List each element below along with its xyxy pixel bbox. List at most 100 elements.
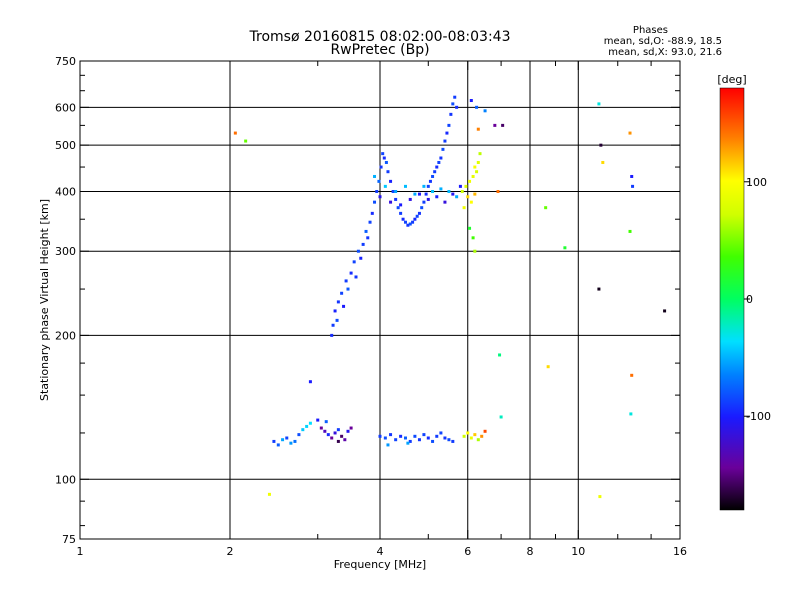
data-point xyxy=(483,429,487,433)
data-point xyxy=(308,421,312,425)
data-point xyxy=(346,429,350,433)
data-point xyxy=(349,271,353,275)
data-point xyxy=(437,160,441,164)
data-point xyxy=(544,206,548,210)
data-point xyxy=(233,131,237,135)
data-point xyxy=(394,438,398,442)
chart-title: Tromsø 20160815 08:02:00-08:03:43 xyxy=(249,29,511,45)
data-point xyxy=(333,309,337,313)
data-point xyxy=(663,309,667,313)
data-point xyxy=(475,170,479,174)
data-point xyxy=(435,195,439,199)
data-point xyxy=(403,220,407,224)
data-point xyxy=(373,200,377,204)
y-tick-label: 750 xyxy=(55,55,76,68)
data-point xyxy=(382,156,386,160)
data-point xyxy=(449,112,453,116)
data-point xyxy=(344,279,348,283)
x-tick-label: 2 xyxy=(227,545,234,558)
data-point xyxy=(411,220,415,224)
data-point xyxy=(381,152,385,156)
data-point xyxy=(417,211,421,215)
data-point xyxy=(401,217,405,221)
data-point xyxy=(408,222,412,226)
y-tick-label: 600 xyxy=(55,101,76,114)
data-point xyxy=(597,102,601,106)
data-point xyxy=(630,174,634,178)
data-point xyxy=(443,139,447,143)
data-point xyxy=(496,189,500,193)
data-point xyxy=(453,95,457,99)
data-point xyxy=(346,287,350,291)
data-point xyxy=(281,438,285,442)
data-point xyxy=(498,353,502,357)
colorbar xyxy=(719,87,745,511)
data-point xyxy=(422,200,426,204)
data-point xyxy=(483,109,487,113)
data-point xyxy=(389,433,393,437)
axis-ticks: 1 2 4 6 8 10 16 75 100 200 300 400 500 600 750 xyxy=(55,55,687,558)
data-point xyxy=(439,156,443,160)
x-tick-label: 16 xyxy=(673,545,687,558)
data-point xyxy=(330,436,334,440)
data-point xyxy=(415,214,419,218)
data-point xyxy=(473,192,477,196)
data-point xyxy=(473,249,477,253)
y-tick-label: 400 xyxy=(55,185,76,198)
data-point xyxy=(319,426,323,430)
data-point xyxy=(399,203,403,207)
data-point xyxy=(443,436,447,440)
data-point xyxy=(336,300,340,304)
data-point xyxy=(439,431,443,435)
data-point xyxy=(501,123,505,127)
data-point xyxy=(289,441,293,445)
colorbar-label: [deg] xyxy=(717,73,746,86)
data-point xyxy=(478,152,482,156)
x-tick-label: 8 xyxy=(527,545,534,558)
data-point xyxy=(335,318,339,322)
data-point xyxy=(366,236,370,240)
phases-mean-x: mean, sd,X: 93.0, 21.6 xyxy=(608,47,722,58)
colorbar-tick-label: -100 xyxy=(746,410,771,423)
data-point xyxy=(326,433,330,437)
data-point xyxy=(391,189,395,193)
data-point xyxy=(455,195,459,199)
data-point xyxy=(403,436,407,440)
data-point xyxy=(476,127,480,131)
x-tick-label: 4 xyxy=(377,545,384,558)
data-point xyxy=(244,139,248,143)
data-point xyxy=(428,179,432,183)
data-point xyxy=(445,131,449,135)
data-point xyxy=(426,197,430,201)
data-point xyxy=(417,438,421,442)
data-point xyxy=(331,323,335,327)
data-point xyxy=(352,260,356,264)
data-point xyxy=(471,236,475,240)
data-point xyxy=(471,174,475,178)
data-point xyxy=(439,187,443,191)
data-point xyxy=(599,143,603,147)
data-point xyxy=(476,160,480,164)
data-point xyxy=(394,189,398,193)
data-point xyxy=(396,206,400,210)
data-point xyxy=(340,434,344,438)
data-point xyxy=(431,439,435,443)
data-point xyxy=(475,105,479,109)
data-point xyxy=(406,441,410,445)
data-point xyxy=(451,439,455,443)
data-point xyxy=(563,246,567,250)
data-point xyxy=(378,195,382,199)
data-points xyxy=(233,95,667,499)
data-point xyxy=(406,223,410,227)
data-point xyxy=(330,333,334,337)
data-point xyxy=(628,229,632,233)
data-point xyxy=(389,200,393,204)
data-point xyxy=(464,184,468,188)
data-point xyxy=(323,429,327,433)
data-point xyxy=(316,418,320,422)
y-tick-label: 75 xyxy=(62,533,76,546)
data-point xyxy=(468,179,472,183)
data-point xyxy=(420,206,424,210)
y-tick-label: 300 xyxy=(55,245,76,258)
